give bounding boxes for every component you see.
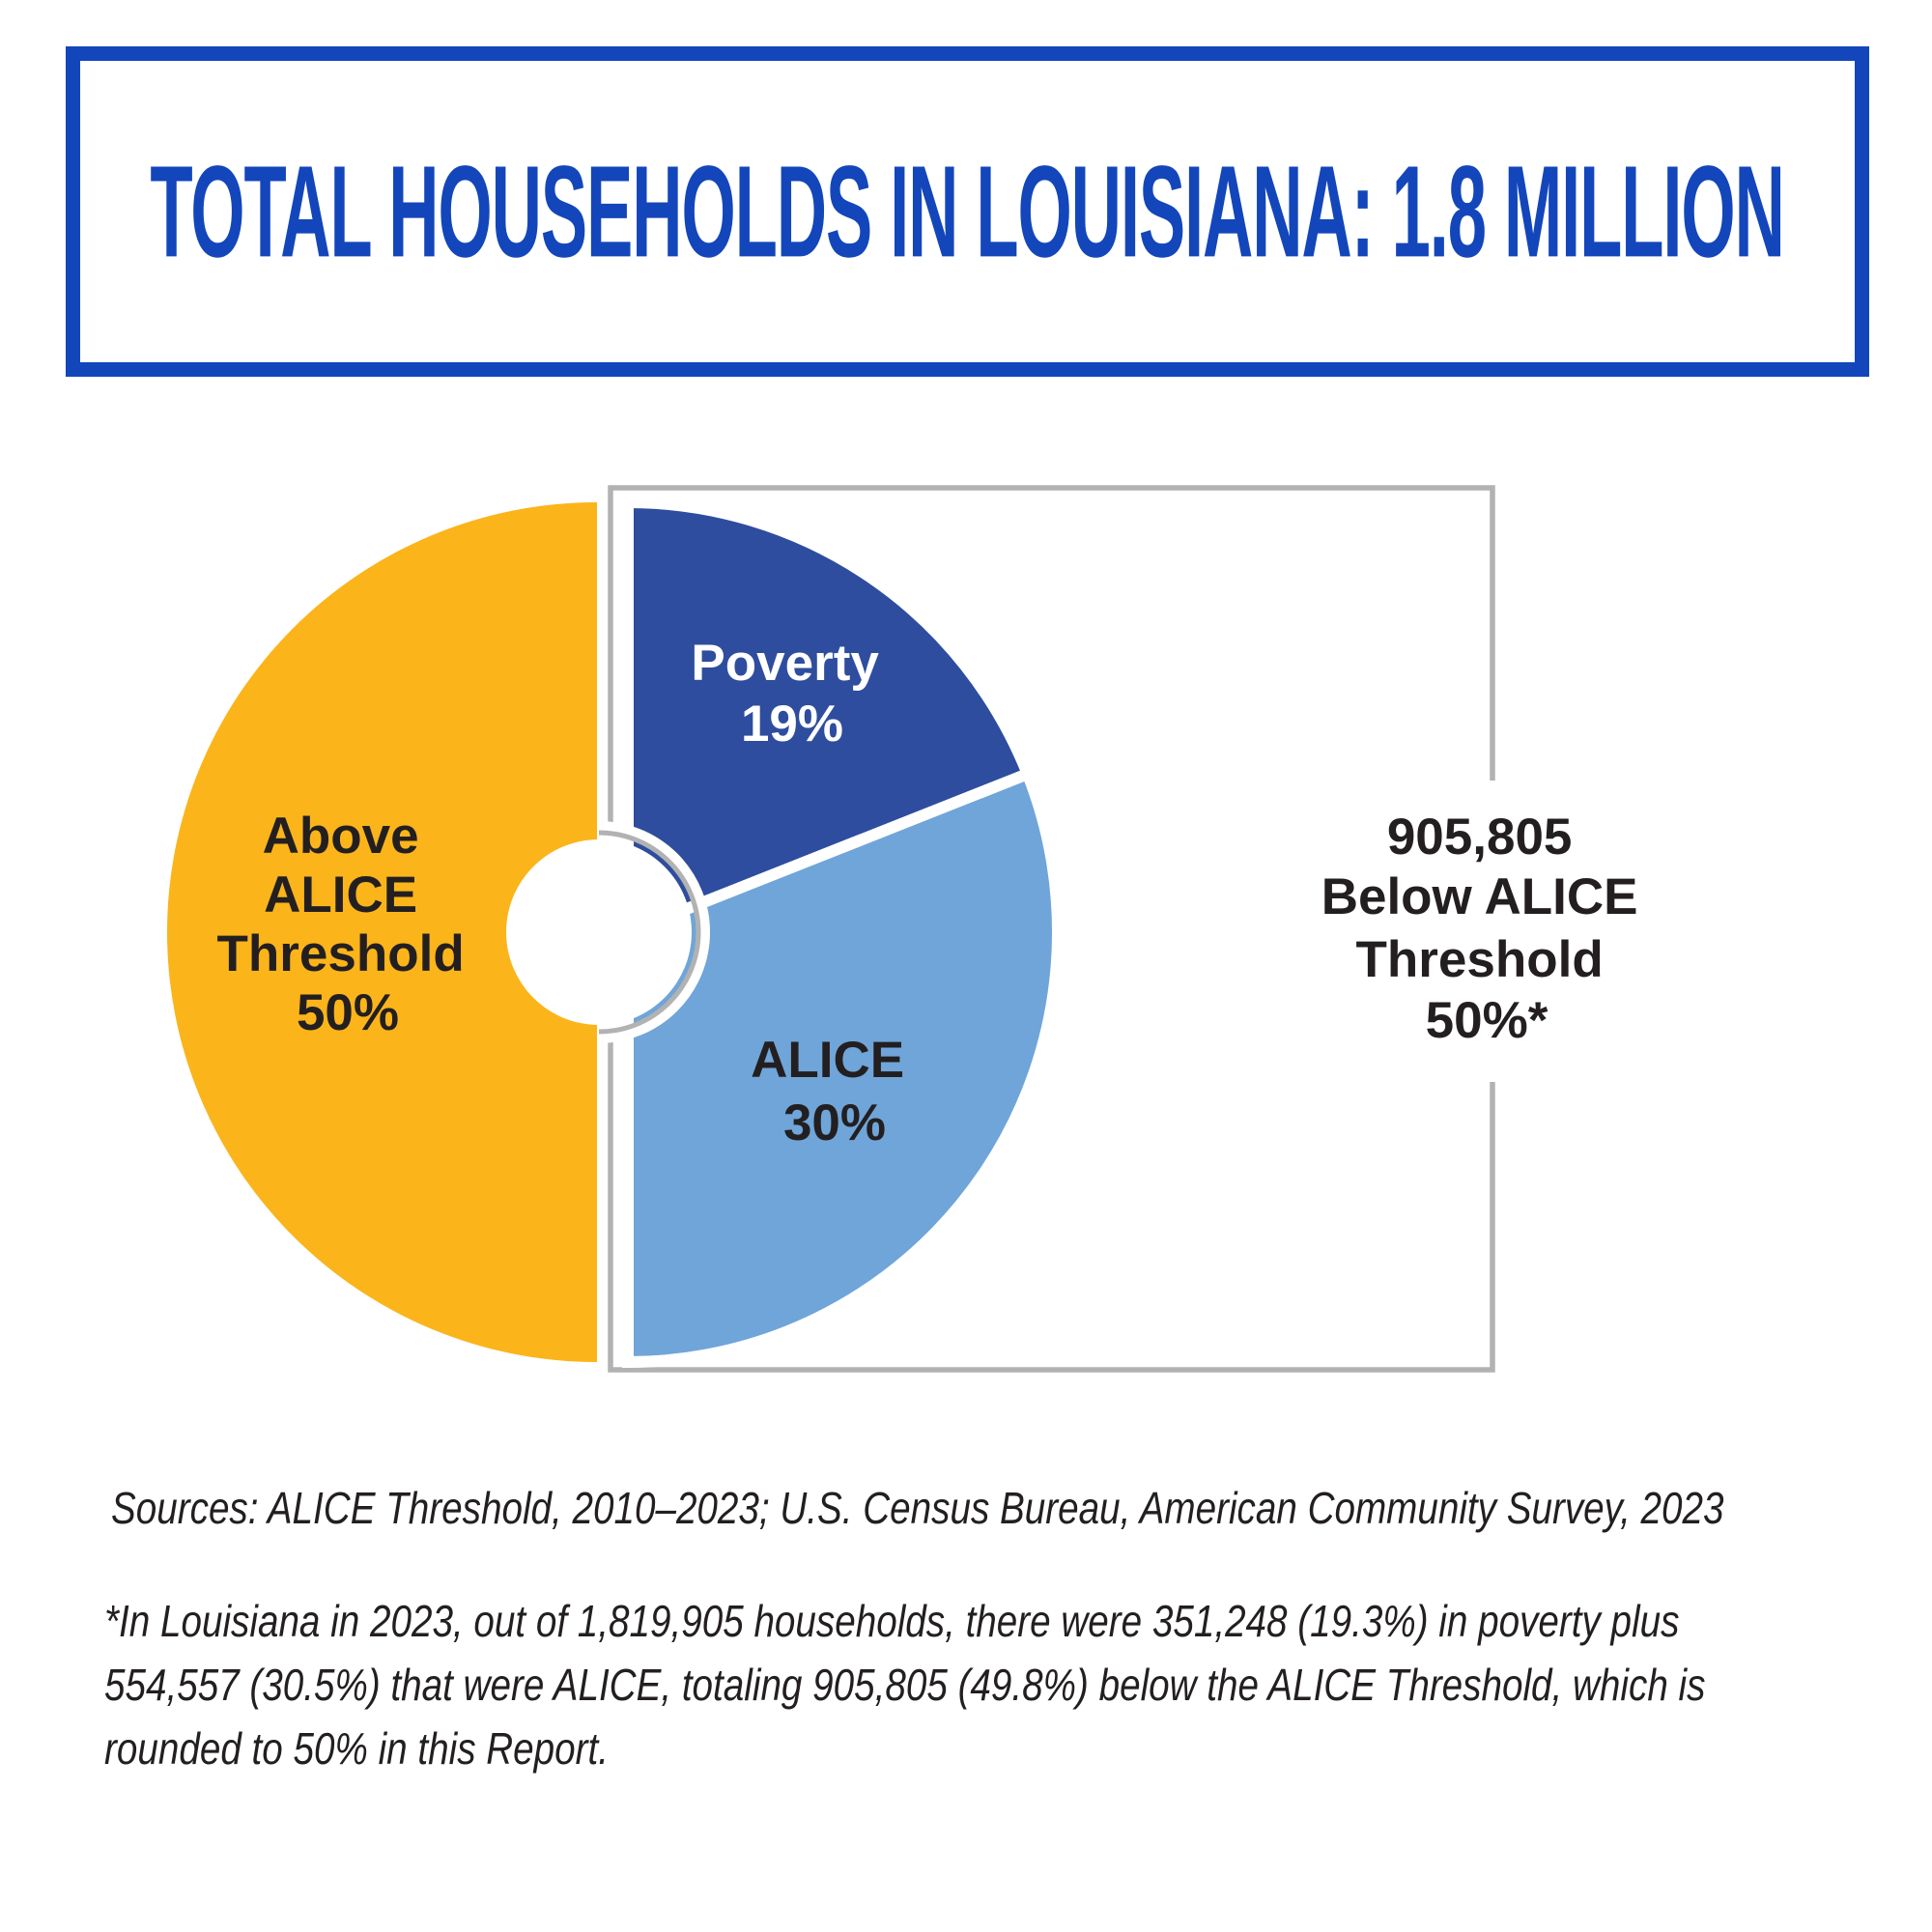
label-line: Above <box>263 808 419 865</box>
title-box: TOTAL HOUSEHOLDS IN LOUISIANA: 1.8 MILLI… <box>66 46 1869 377</box>
slice-poverty <box>622 496 1036 941</box>
slice-alice <box>622 766 1065 1369</box>
callout-line: Below ALICE <box>1321 868 1638 925</box>
footnote-line: rounded to 50% in this Report. <box>104 1723 609 1774</box>
label-line: 50% <box>297 984 399 1041</box>
label-alice: ALICE 30% <box>751 1032 919 1151</box>
label-above-alice-threshold: Above ALICE Threshold 50% <box>217 808 479 1041</box>
donut-hole <box>506 839 692 1025</box>
slice-above-alice-threshold <box>167 502 597 1362</box>
footnote-line: 554,557 (30.5%) that were ALICE, totalin… <box>104 1660 1706 1710</box>
footnote: *In Louisiana in 2023, out of 1,819,905 … <box>104 1589 1706 1780</box>
callout-text: 905,805 Below ALICE Threshold 50%* <box>1321 809 1653 1049</box>
footnote-line: *In Louisiana in 2023, out of 1,819,905 … <box>104 1596 1680 1646</box>
label-line: Poverty <box>691 635 879 692</box>
label-line: ALICE <box>264 867 417 923</box>
callout-line: 905,805 <box>1387 809 1573 866</box>
donut-hole-arc <box>598 830 701 1035</box>
sources-line: Sources: ALICE Threshold, 2010–2023; U.S… <box>111 1483 1724 1533</box>
page-title: TOTAL HOUSEHOLDS IN LOUISIANA: 1.8 MILLI… <box>150 138 1786 285</box>
label-line: 30% <box>783 1094 886 1151</box>
donut-ring-gap <box>598 821 710 1043</box>
label-poverty: Poverty 19% <box>691 635 893 753</box>
label-line: ALICE <box>751 1032 904 1089</box>
callout-line: Threshold <box>1356 931 1604 988</box>
callout-bracket <box>608 485 1495 1373</box>
label-line: 19% <box>741 696 843 753</box>
label-line: Threshold <box>217 925 465 982</box>
callout-line: 50%* <box>1426 992 1548 1049</box>
